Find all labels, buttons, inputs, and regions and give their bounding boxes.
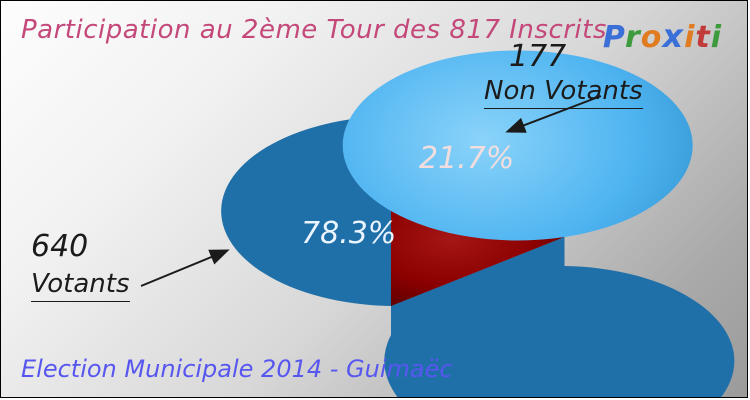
chart-window: Participation au 2ème Tour des 817 Inscr… <box>0 0 748 398</box>
pie-chart-svg <box>1 1 748 398</box>
votants-text-label: Votants <box>31 269 130 302</box>
non-votants-pct-label: 21.7% <box>419 141 514 176</box>
votants-pct-label: 78.3% <box>301 216 396 251</box>
non-votants-text-label: Non Votants <box>484 76 643 109</box>
pie-chart-area: 78.3% 21.7% <box>1 1 747 397</box>
chart-subtitle: Election Municipale 2014 - Guimaëc <box>21 355 453 383</box>
non-votants-number-label: 177 <box>509 39 566 74</box>
votants-number-label: 640 <box>31 229 88 264</box>
